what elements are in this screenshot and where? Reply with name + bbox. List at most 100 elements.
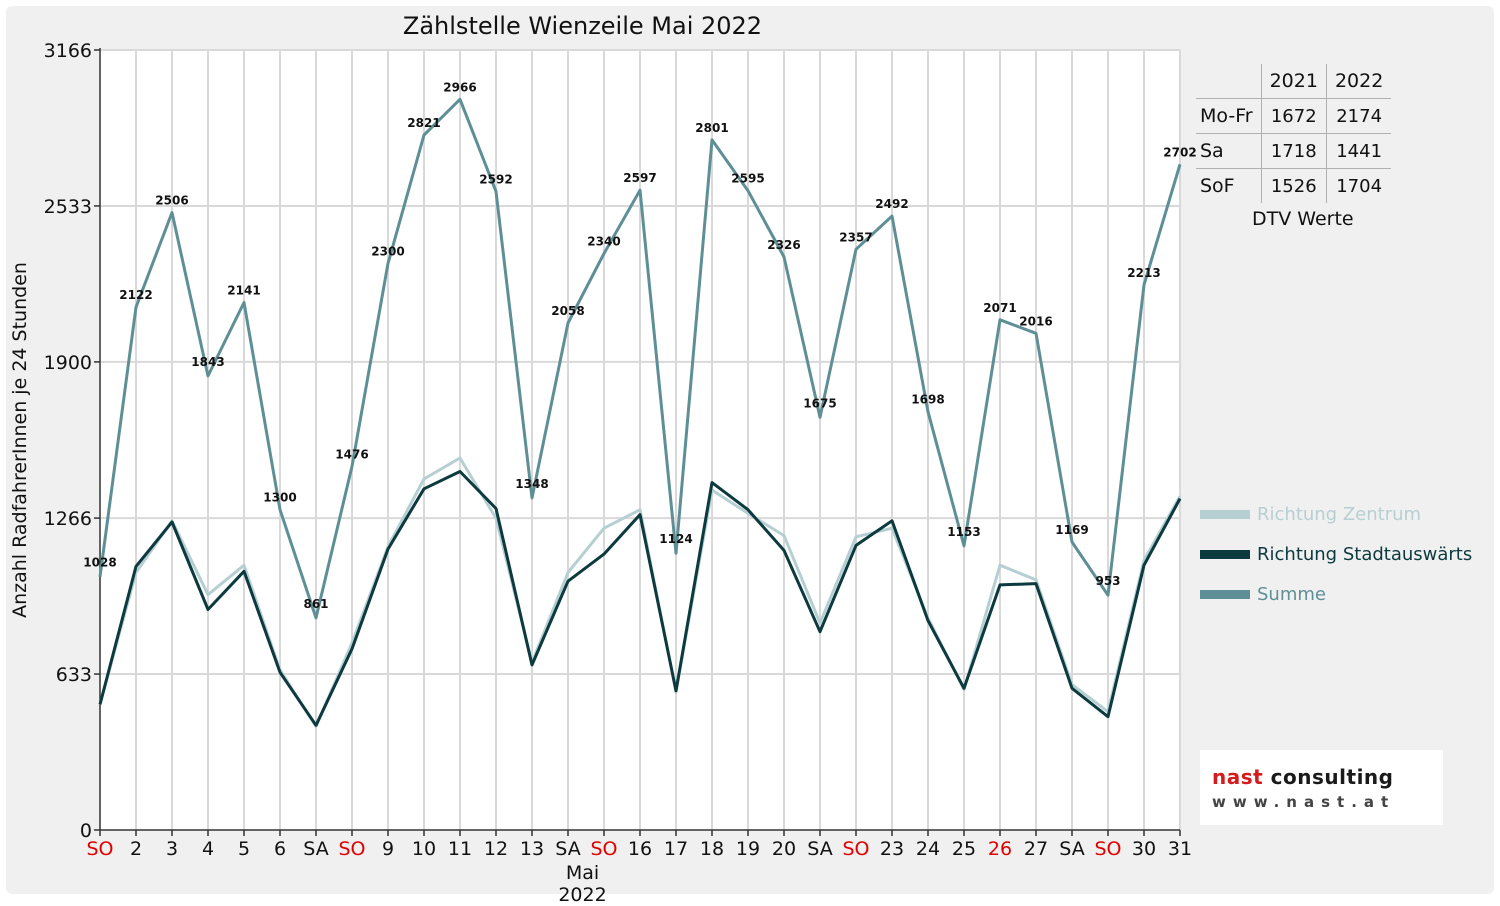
y-tick-label: 0 [80,820,92,842]
x-tick-label: 6 [274,838,286,860]
x-tick-label: 26 [988,838,1012,860]
x-tick-label: 30 [1132,838,1156,860]
data-label: 1675 [803,396,836,410]
dtv-cell: 2174 [1325,98,1392,134]
data-label: 2071 [983,301,1016,315]
legend-item-stadtauswaerts: Richtung Stadtauswärts [1200,534,1472,574]
data-label: 2492 [875,197,908,211]
y-tick-label: 633 [56,664,92,686]
dtv-header-2022: 2022 [1325,64,1392,99]
x-tick-label: 16 [628,838,652,860]
data-label: 2595 [731,172,764,186]
x-tick-label: 4 [202,838,214,860]
legend-swatch [1200,509,1250,519]
x-tick-label: SO [338,838,365,860]
data-label: 2702 [1163,145,1196,159]
data-label-layer: 1028 2122 2506 1843 2141 1300 861 1476 2300 2821 2… [83,80,1196,611]
dtv-cell: 1718 [1260,133,1327,169]
x-tick-label: SO [86,838,113,860]
y-tick-label: 1266 [44,508,92,530]
data-label: 1698 [911,393,944,407]
dtv-table: 2021 2022 Mo-Fr 1672 2174 Sa 1718 1441 S… [1196,64,1392,203]
dtv-cell: 1441 [1325,133,1392,169]
grid-layer [100,49,1181,830]
logo-word-nast: nast [1212,765,1264,789]
dtv-row-label: Mo-Fr [1196,98,1262,134]
data-label: 2506 [155,194,188,208]
data-label: 2821 [407,116,440,130]
x-tick-label: 31 [1168,838,1192,860]
data-label: 2016 [1019,314,1052,328]
x-tick-label: SO [1094,838,1121,860]
x-tick-label: 3 [166,838,178,860]
data-label: 1348 [515,477,548,491]
x-tick-label: 20 [772,838,796,860]
x-tick-label: 25 [952,838,976,860]
x-tick-label: 2 [130,838,142,860]
logo-word-consulting: consulting [1270,765,1394,789]
x-tick-label: SO [590,838,617,860]
series-line-1 [98,470,1182,727]
legend-label: Richtung Stadtauswärts [1257,543,1473,565]
legend-label: Summe [1257,583,1326,605]
series-line-2 [98,97,1182,620]
dtv-row-label: SoF [1200,175,1235,197]
data-label: 1153 [947,525,980,539]
x-tick-label: 27 [1024,838,1048,860]
x-tick-label: SA [1059,838,1084,860]
x-tick-label: SA [303,838,328,860]
legend: Richtung Zentrum Richtung Stadtauswärts … [1200,494,1472,614]
x-tick-label: 9 [382,838,394,860]
data-label: 2058 [551,304,584,318]
dtv-header-empty [1196,64,1262,99]
x-tick-label: SO [842,838,869,860]
data-label: 1843 [191,355,224,369]
x-tick-label: 17 [664,838,688,860]
data-label: 2592 [479,172,512,186]
company-logo: nast consulting www.nast.at [1200,750,1443,825]
legend-label: Richtung Zentrum [1257,503,1422,525]
x-tick-label: 18 [700,838,724,860]
dtv-row-label: Sa [1196,133,1262,169]
data-label: 1028 [83,556,116,570]
data-label: 2597 [623,171,656,185]
x-tick-label: SA [807,838,832,860]
x-tick-label: 19 [736,838,760,860]
data-label: 953 [1095,574,1120,588]
data-label: 1124 [659,532,692,546]
data-label: 2300 [371,244,404,258]
dtv-cell: 1704 [1325,168,1392,203]
y-axis-label: Anzahl RadfahrerInnen je 24 Stunden [9,262,31,618]
data-label: 1476 [335,447,368,461]
data-label: 1300 [263,491,296,505]
data-label: 2326 [767,238,800,252]
x-tick-label: SA [555,838,580,860]
x-tick-label: 23 [880,838,904,860]
x-axis-label: Mai 2022 [558,862,607,906]
logo-url: www.nast.at [1212,793,1396,811]
y-tick-label: 1900 [44,352,92,374]
x-tick-label: 24 [916,838,940,860]
y-tick-label: 3166 [44,40,92,62]
dtv-header-2021: 2021 [1260,64,1327,99]
legend-swatch [1200,589,1250,599]
data-label: 1169 [1055,523,1088,537]
x-tick-label: 11 [448,838,472,860]
x-tick-label: 12 [484,838,508,860]
data-label: 2141 [227,284,260,298]
data-label: 2801 [695,121,728,135]
data-label: 2122 [119,288,152,302]
chart-title: Zählstelle Wienzeile Mai 2022 [402,12,763,40]
legend-item-zentrum: Richtung Zentrum [1200,494,1472,534]
data-label: 2357 [839,230,872,244]
dtv-cell: 1672 [1260,98,1327,134]
dtv-cell: 1526 [1260,168,1327,203]
y-tick-label: 2533 [44,196,92,218]
x-tick-label: 5 [238,838,250,860]
data-label: 2213 [1127,266,1160,280]
x-tick-label: 13 [520,838,544,860]
x-tick-label: 10 [412,838,436,860]
dtv-caption: DTV Werte [1252,208,1354,230]
